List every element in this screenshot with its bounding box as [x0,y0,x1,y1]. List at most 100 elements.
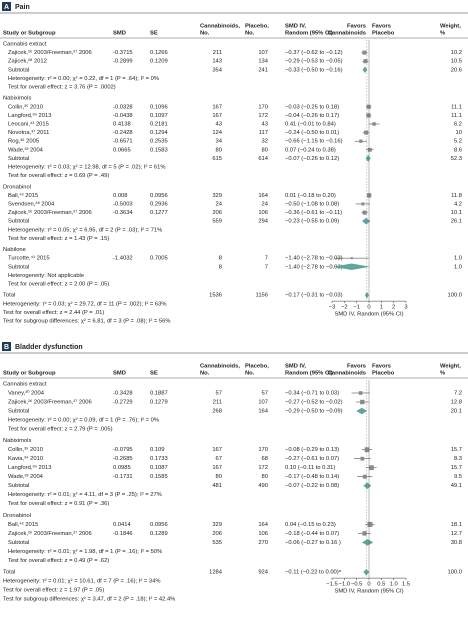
column-header: Random (95% CI) [285,371,333,377]
ci-text: −0.66 (−1.15 to −0.16) [285,139,343,145]
weight-value: 10.5 [451,59,462,65]
ci-text: 0.01 (−0.18 to 0.20) [285,193,336,199]
panel-title: Bladder dysfunction [15,344,83,351]
column-header: No. [245,31,255,37]
se-value: 0.1097 [150,113,168,119]
pooled-diamond [362,66,368,74]
ci-text: −0.29 (−0.53 to −0.05) [285,59,343,65]
weight-value: 26.1 [451,219,462,225]
row-label: Ball,⁴² 2015 [8,521,38,528]
ci-text: −0.50 (−1.08 to 0.08) [285,201,339,207]
ci-text: 0.41 (−0.01 to 0.84) [285,122,336,128]
study-square [360,399,365,405]
weight-value: 15.7 [451,465,462,471]
cannabinoids-n: 1536 [209,293,222,299]
placebo-n: 1156 [256,293,268,299]
overall-effect: Test for overall effect: z = 3.76 (P = .… [8,85,116,91]
weight-value: 12.7 [451,531,462,537]
total-note: Heterogeneity: τ² = 0.01; χ² = 10.61, df… [3,579,160,585]
se-value: 0.1585 [150,474,168,480]
cannabinoids-n: 268 [212,409,222,415]
ci-text: −0.34 (−0.71 to 0.03) [285,391,339,397]
heterogeneity: Heterogeneity: τ² = 0.03; χ² = 12.98, df… [8,165,165,171]
row-label: Leocani,⁴³ 2015 [8,121,49,128]
placebo-n: 106 [258,531,268,537]
smd-value: -0.1731 [113,474,133,480]
total-note: Test for overall effect: z = 2.44 (P = .… [3,310,104,316]
study-square [369,465,374,471]
smd-value: 0.0665 [113,147,131,153]
cannabinoids-n: 559 [212,219,222,225]
cannabinoids-n: 615 [212,156,222,162]
ci-text: −0.04 (−0.26 to 0.17) [285,113,339,119]
cannabinoids-n: 57 [216,391,222,397]
ci-text: −0.06 (−0.27 to 0.16 ) [285,540,341,546]
se-value: 0.1096 [150,104,168,110]
x-tick-label: 0 [367,305,370,311]
panel-letter-box [2,2,11,11]
study-square [358,391,363,395]
x-tick-label: 1.5 [402,582,410,588]
pooled-diamond [356,407,368,415]
weight-value: 30.8 [451,540,462,546]
row-label: Wade,³³ 2004 [8,474,44,480]
study-square [364,130,369,135]
column-header: Cannabinoids [328,31,366,37]
weight-value: 10.2 [451,50,462,56]
column-header: SMD [113,371,126,377]
cannabinoids-n: 8 [219,264,222,270]
row-label: Novotna,³⁷ 2011 [8,129,49,136]
column-header: SMD IV, [285,24,306,30]
x-tick-label: 3 [404,305,407,311]
x-axis-label: SMD IV, Random (95% CI) [334,312,403,318]
row-label: Total [3,570,15,576]
smd-value: -0.1846 [113,531,133,537]
x-tick-label: 0 [367,582,370,588]
column-header: SMD [113,31,126,37]
smd-value: -0.0438 [113,113,133,119]
weight-value: 15.7 [451,447,462,453]
cannabinoids-n: 143 [212,59,222,65]
column-header: Favors [372,364,391,370]
ci-text: 0.07 (−0.24 to 0.38) [285,147,336,153]
weight-value: 11.1 [451,113,462,119]
study-square [367,147,372,152]
pooled-diamond [334,263,369,270]
study-square [366,113,371,118]
row-label: Collin,³⁵ 2010 [8,103,43,110]
column-header: No. [200,371,210,377]
smd-value: -0.2685 [113,456,133,462]
x-tick-label: −3 [329,305,336,311]
weight-value: 100.0 [447,570,462,576]
heterogeneity: Heterogeneity: Not applicable [8,273,84,279]
weight-value: 52.3 [451,156,462,162]
column-header: % [440,371,445,377]
panel-letter: A [4,4,9,11]
x-tick-label: 1.0 [390,582,398,588]
row-label: Subtotal [8,219,29,225]
se-value: 0.1733 [150,456,168,462]
cannabinoids-n: 124 [212,130,222,136]
x-axis-label: SMD IV, Random (95% CI) [334,589,403,595]
row-label: Subtotal [8,409,29,415]
placebo-n: 80 [262,147,268,153]
se-value: 0.1583 [150,147,168,153]
column-header: Weight, [440,364,461,370]
weight-value: 10 [456,130,462,136]
column-header: Placebo [372,371,395,377]
placebo-n: 107 [258,400,268,406]
ci-text: −0.29 (−0.50 to −0.09) [285,409,343,415]
cannabinoids-n: 329 [212,193,222,199]
smd-value: -0.0795 [113,447,133,453]
column-header: Favors [372,24,391,30]
se-value: 0.1279 [150,400,168,406]
weight-value: 5.2 [454,139,462,145]
column-header: Favors [347,364,366,370]
placebo-n: 170 [258,447,268,453]
ci-text: −0.37 (−0.62 to −0.12) [285,50,343,56]
se-value: 0.109 [150,447,165,453]
cannabinoids-n: 329 [212,522,222,528]
column-header: Cannabinoids [328,371,366,377]
row-label: Vaney,³⁰ 2004 [8,390,45,397]
se-value: 0.0956 [150,522,168,528]
